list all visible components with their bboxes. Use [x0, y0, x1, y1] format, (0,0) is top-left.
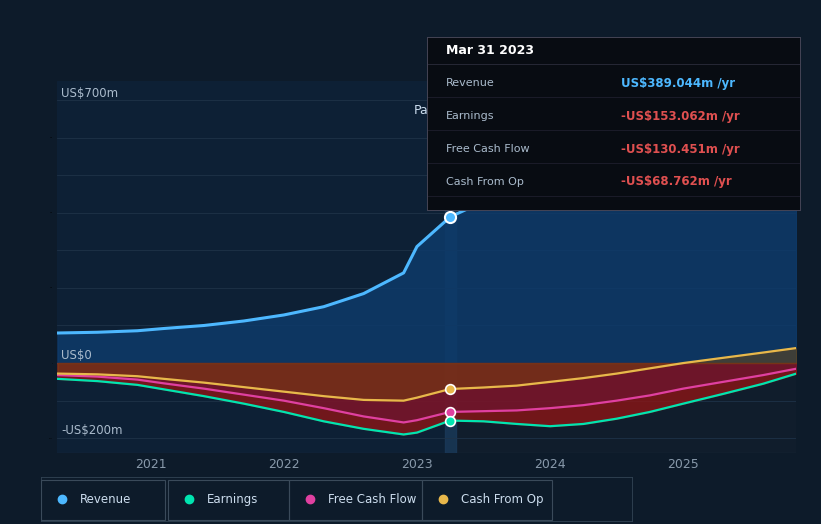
- Text: Revenue: Revenue: [446, 79, 494, 89]
- Text: Mar 31 2023: Mar 31 2023: [446, 44, 534, 57]
- Bar: [450, 81, 796, 453]
- Text: -US$153.062m /yr: -US$153.062m /yr: [621, 110, 740, 123]
- Text: Free Cash Flow: Free Cash Flow: [446, 144, 530, 154]
- Bar: [445, 81, 456, 453]
- Text: Past: Past: [414, 104, 439, 117]
- Text: Analysts Forecasts: Analysts Forecasts: [461, 104, 577, 117]
- Text: US$0: US$0: [62, 350, 92, 362]
- Text: US$700m: US$700m: [62, 87, 118, 100]
- Text: Revenue: Revenue: [80, 493, 131, 506]
- Text: Earnings: Earnings: [446, 111, 494, 121]
- Text: Cash From Op: Cash From Op: [461, 493, 544, 506]
- Text: Earnings: Earnings: [207, 493, 258, 506]
- Text: Free Cash Flow: Free Cash Flow: [328, 493, 416, 506]
- Text: -US$68.762m /yr: -US$68.762m /yr: [621, 176, 732, 189]
- Text: -US$130.451m /yr: -US$130.451m /yr: [621, 143, 740, 156]
- Bar: [57, 81, 450, 453]
- Text: US$389.044m /yr: US$389.044m /yr: [621, 77, 736, 90]
- Text: Cash From Op: Cash From Op: [446, 177, 524, 187]
- Text: -US$200m: -US$200m: [62, 424, 123, 438]
